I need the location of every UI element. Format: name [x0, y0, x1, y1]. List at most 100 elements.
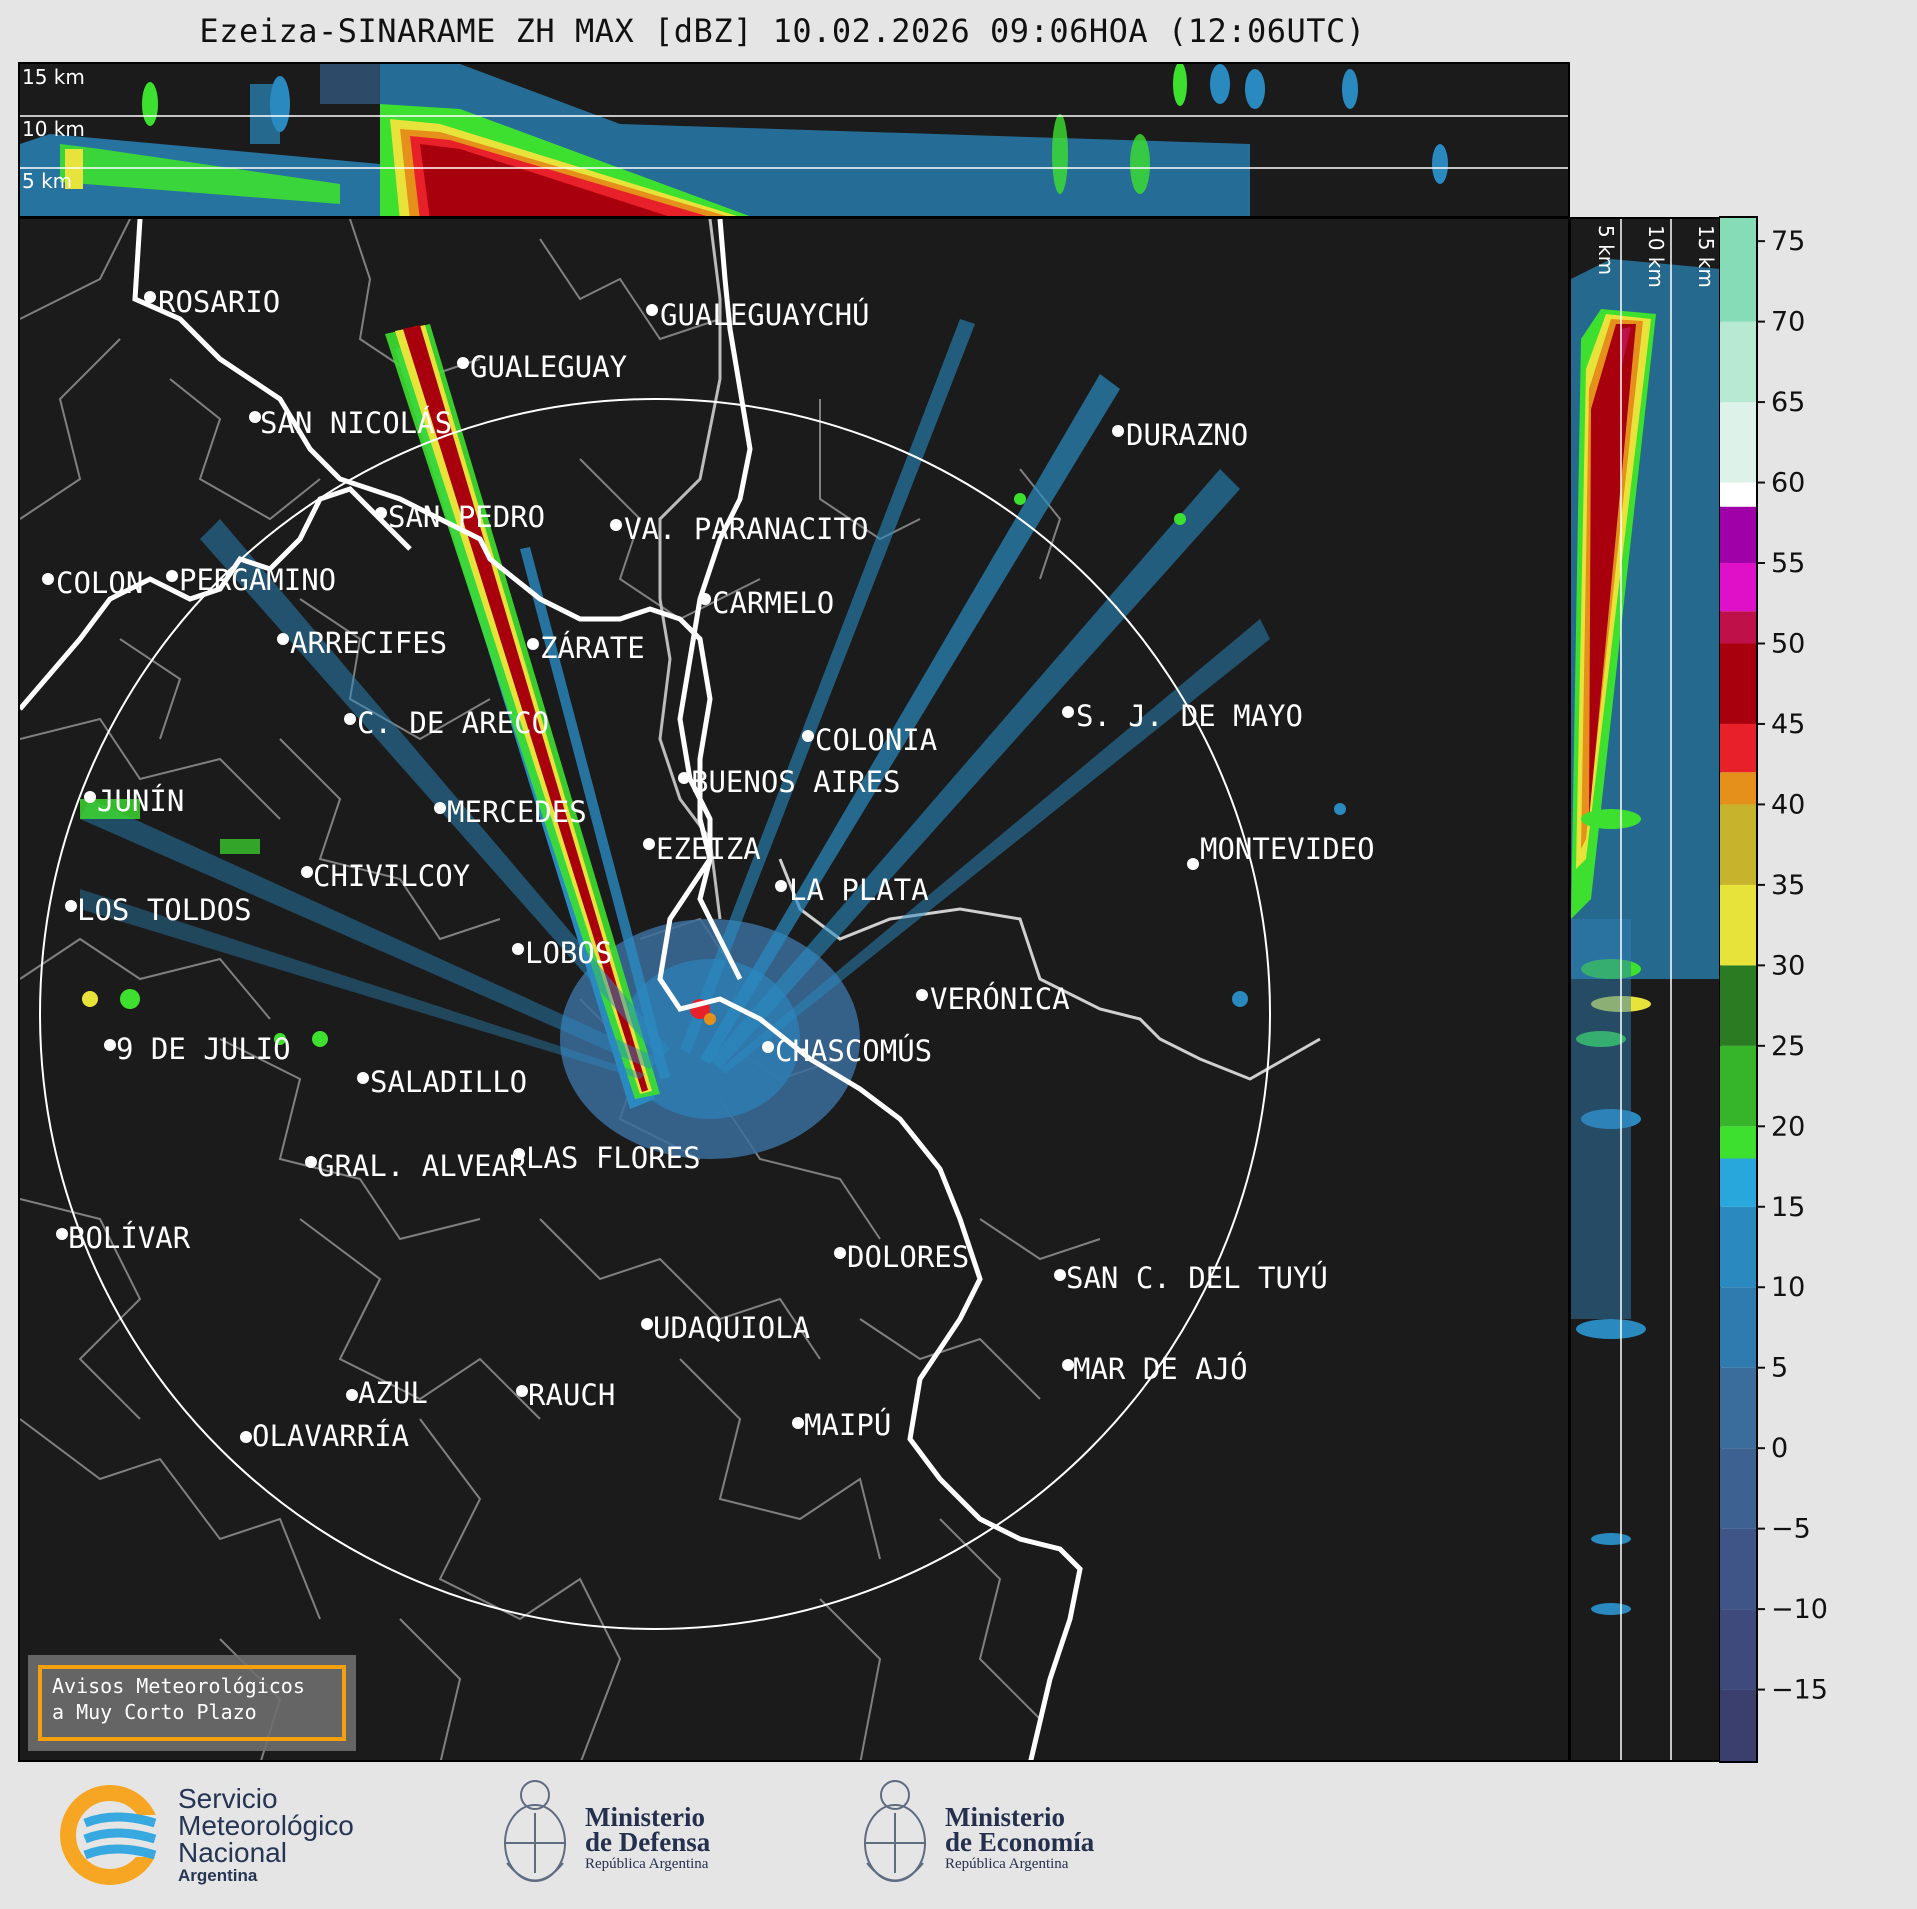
colorbar-segment	[1719, 884, 1757, 966]
city-label: ZÁRATE	[540, 631, 645, 665]
aviso-box: Avisos Meteorológicos a Muy Corto Plazo	[28, 1655, 356, 1751]
city-marker	[641, 1318, 653, 1330]
city-label: PERGAMINO	[179, 563, 336, 597]
city-label: JUNÍN	[97, 784, 184, 818]
colorbar-segment	[1719, 1206, 1757, 1288]
city-marker	[240, 1431, 252, 1443]
colorbar-segment	[1719, 506, 1757, 564]
city-label: CHASCOMÚS	[775, 1034, 932, 1068]
top-km-label: 15 km	[22, 65, 85, 89]
city-label: VA. PARANACITO	[624, 512, 868, 546]
city-marker	[802, 730, 814, 742]
side-km-label: 15 km	[1694, 225, 1718, 288]
coat-of-arms-icon	[504, 1780, 566, 1882]
city-marker	[916, 989, 928, 1001]
city-label: CARMELO	[712, 586, 834, 620]
colorbar-segment	[1719, 643, 1757, 724]
smn-line: Servicio	[178, 1783, 278, 1814]
city-label: MAIPÚ	[804, 1408, 891, 1442]
city-marker	[277, 633, 289, 645]
city-marker	[104, 1039, 116, 1051]
city-label: C. DE ARECO	[357, 706, 549, 740]
city-marker	[346, 1389, 358, 1401]
colorbar-tick-label: 45	[1771, 709, 1805, 740]
colorbar-tick-label: 50	[1771, 628, 1805, 659]
city-marker	[643, 838, 655, 850]
city-label: SAN C. DEL TUYÚ	[1066, 1261, 1328, 1295]
city-marker	[1062, 1359, 1074, 1371]
colorbar-segment	[1719, 804, 1757, 885]
colorbar-segment	[1719, 965, 1757, 1046]
colorbar-segment	[1719, 1126, 1757, 1159]
colorbar-segment	[1719, 563, 1757, 612]
colorbar-segment	[1719, 1287, 1757, 1368]
city-marker	[84, 791, 96, 803]
economia-line: República Argentina	[945, 1856, 1069, 1872]
city-marker	[513, 1148, 525, 1160]
city-markers: ROSARIO GUALEGUAYCHÚ GUALEGUAY SAN NICOLÁS D…	[42, 285, 1375, 1453]
city-marker	[516, 1385, 528, 1397]
colorbar-tick-label: 70	[1771, 307, 1805, 338]
city-marker	[610, 519, 622, 531]
colorbar-tick-label: 15	[1771, 1192, 1805, 1223]
colorbar-tick-label: 40	[1771, 789, 1805, 820]
side-km-label: 5 km	[1594, 225, 1618, 275]
city-marker	[527, 638, 539, 650]
colorbar-tick-label: −10	[1771, 1594, 1828, 1625]
coat-of-arms-icon	[864, 1780, 926, 1882]
colorbar-segment	[1719, 482, 1757, 507]
colorbar-segment	[1719, 1609, 1757, 1690]
colorbar-tick-label: 25	[1771, 1031, 1805, 1062]
colorbar-tick-label: 75	[1771, 226, 1805, 257]
city-label: GRAL. ALVEAR	[317, 1149, 527, 1183]
city-label: LA PLATA	[789, 873, 929, 907]
city-label: SAN PEDRO	[388, 500, 545, 534]
city-marker	[56, 1228, 68, 1240]
city-label: DOLORES	[847, 1240, 969, 1274]
city-label: ROSARIO	[158, 285, 280, 319]
radar-map-panel[interactable]: ROSARIO GUALEGUAYCHÚ GUALEGUAY SAN NICOLÁS D…	[18, 217, 1570, 1762]
colorbar-segment	[1719, 772, 1757, 805]
city-label: VERÓNICA	[930, 982, 1070, 1016]
city-label: BOLÍVAR	[68, 1221, 191, 1255]
city-label: LOBOS	[525, 936, 612, 970]
city-marker	[646, 304, 658, 316]
colorbar-tick-label: 5	[1771, 1353, 1788, 1384]
chart-title: Ezeiza-SINARAME ZH MAX [dBZ] 10.02.2026 …	[199, 12, 1366, 50]
colorbar-tick-label: 30	[1771, 950, 1805, 981]
city-label: MAR DE AJÓ	[1073, 1352, 1248, 1386]
city-label: SAN NICOLÁS	[260, 406, 452, 440]
city-label: LOS TOLDOS	[77, 893, 252, 927]
city-marker	[1054, 1269, 1066, 1281]
colorbar-segment	[1719, 321, 1757, 403]
city-label: MERCEDES	[447, 795, 587, 829]
colorbar-segment	[1719, 723, 1757, 773]
city-marker	[301, 866, 313, 878]
colorbar-tick-label: 0	[1771, 1433, 1788, 1464]
city-marker	[166, 570, 178, 582]
city-marker	[762, 1041, 774, 1053]
defensa-line: de Defensa	[585, 1827, 711, 1857]
city-label: CHIVILCOY	[313, 859, 470, 893]
top-km-label: 10 km	[22, 117, 85, 141]
city-marker	[375, 507, 387, 519]
defensa-line: República Argentina	[585, 1856, 709, 1872]
smn-line: Nacional	[178, 1837, 287, 1868]
city-label: BUENOS AIRES	[691, 765, 901, 799]
colorbar-tick-label: 10	[1771, 1272, 1805, 1303]
city-marker	[792, 1417, 804, 1429]
city-marker	[434, 802, 446, 814]
city-label: 9 DE JULIO	[116, 1032, 291, 1066]
colorbar-tick-label: −5	[1771, 1514, 1811, 1545]
side-echoes	[1571, 259, 1719, 1615]
city-marker	[512, 943, 524, 955]
economia-line: de Economía	[945, 1827, 1095, 1857]
colorbar-segment	[1719, 217, 1757, 322]
colorbar-segment	[1719, 1528, 1757, 1610]
city-marker	[699, 593, 711, 605]
city-marker	[775, 880, 787, 892]
coastline	[132, 219, 1083, 1760]
top-cross-section-panel: 15 km 10 km 5 km	[18, 62, 1570, 218]
colorbar-segment	[1719, 611, 1757, 644]
side-km-label: 10 km	[1644, 225, 1668, 288]
